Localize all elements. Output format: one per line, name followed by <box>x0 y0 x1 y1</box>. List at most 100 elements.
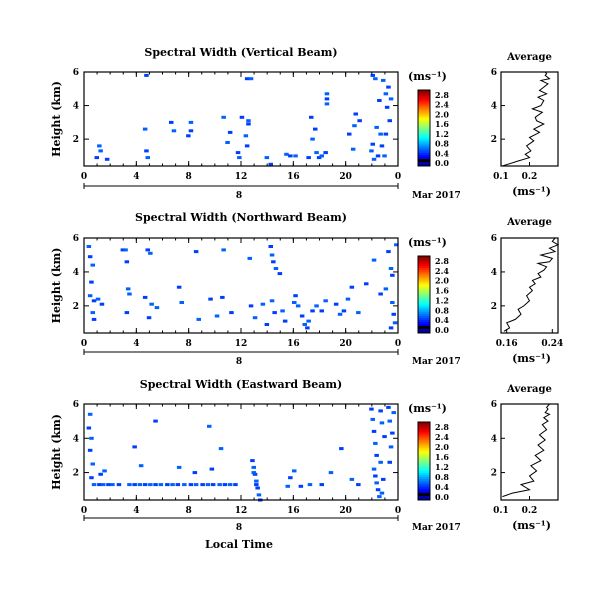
heatmap-cell <box>220 295 225 299</box>
heatmap-cell <box>87 412 93 416</box>
colorbar-segment <box>418 486 430 489</box>
heatmap-cell <box>381 477 386 481</box>
heatmap-cell <box>324 97 330 101</box>
heatmap-cell <box>364 282 369 286</box>
heatmap-cell <box>387 460 392 464</box>
colorbar-frame <box>417 255 431 334</box>
heatmap-cell <box>142 483 148 487</box>
colorbar-tick-label: 0.4 <box>435 482 449 492</box>
heatmap-cell <box>293 294 298 298</box>
heatmap-cell <box>390 301 395 304</box>
average-profile: Average 2 4 6 0.16 0.24 (ms⁻¹) <box>491 217 564 365</box>
heatmap-cell <box>292 469 297 473</box>
heatmap-cell <box>196 317 201 321</box>
heatmap-cell <box>97 144 102 148</box>
colorbar-segment <box>418 311 430 315</box>
heatmap-cell <box>349 477 355 481</box>
colorbar-tick-label: 0.8 <box>435 139 449 149</box>
colorbar-tick-label: 2.0 <box>435 109 449 119</box>
heatmap-cell <box>205 483 211 487</box>
heatmap-cell <box>120 248 126 252</box>
colorbar-segment <box>418 304 430 307</box>
colorbar-tick-label: 2.8 <box>435 256 449 266</box>
heatmap-cell <box>350 147 356 151</box>
colorbar-segment <box>418 498 430 501</box>
heatmap-cell <box>383 287 389 291</box>
heatmap-cell <box>91 299 97 303</box>
colorbar-tick-label: 0.8 <box>435 472 449 482</box>
colorbar-segment <box>418 282 430 286</box>
heatmap-cell <box>374 125 379 129</box>
heatmap-cell <box>248 304 254 308</box>
average-line <box>502 403 551 498</box>
heatmap-cell <box>146 316 152 320</box>
heatmap-cell <box>288 154 293 158</box>
colorbar-segment <box>418 107 430 110</box>
colorbar-segment <box>418 331 430 334</box>
colorbar-segment <box>418 148 430 152</box>
colorbar-segment <box>418 263 430 267</box>
average-x-tick-label: 0.2 <box>522 172 538 182</box>
heatmap-cell <box>252 472 258 476</box>
heatmap-cell <box>89 280 94 284</box>
heatmap-cell <box>314 304 319 308</box>
heatmap-cell <box>299 314 305 318</box>
heatmap-cell <box>386 405 391 409</box>
colorbar-unit: (ms⁻¹) <box>408 402 447 415</box>
heatmap-cell <box>90 462 95 466</box>
y-tick-label: 4 <box>73 434 79 444</box>
average-y-tick-label: 4 <box>491 102 497 112</box>
heatmap-cell <box>373 474 378 478</box>
heatmap-cell <box>353 112 358 116</box>
colorbar-segment <box>418 466 430 470</box>
heatmap-cell <box>370 417 375 421</box>
colorbar-tick-label: 2.8 <box>435 422 449 432</box>
average-x-tick-label: 0.1 <box>493 172 509 182</box>
y-tick-label: 2 <box>73 469 79 479</box>
heatmap-cell <box>387 119 392 123</box>
heatmap-cell <box>221 115 226 119</box>
heatmap-cell <box>386 85 391 89</box>
colorbar-segment <box>418 459 430 462</box>
colorbar-segment <box>418 150 430 154</box>
panel-3: Spectral Width (Eastward Beam) Height (km… <box>50 378 559 551</box>
x-tick-label: 0 <box>81 339 87 349</box>
colorbar-segment <box>418 449 430 452</box>
heatmap-cell <box>339 447 344 451</box>
average-x-axis-label: (ms⁻¹) <box>512 519 551 532</box>
colorbar-segment <box>418 292 430 295</box>
x-axis-label: Local Time <box>205 538 273 551</box>
heatmap-cell <box>268 245 273 248</box>
colorbar-segment <box>418 496 430 499</box>
colorbar-segment <box>418 313 430 317</box>
colorbar-segment <box>418 99 430 102</box>
colorbar-tick-label: 1.6 <box>435 452 449 462</box>
heatmap-cell <box>271 260 276 264</box>
heatmap-cell <box>229 311 234 315</box>
colorbar-floor-mark <box>418 326 430 329</box>
x-tick-label: 0 <box>395 339 401 349</box>
average-frame <box>500 403 559 501</box>
colorbar-segment <box>418 101 430 104</box>
heatmap-cell <box>175 483 181 487</box>
plot-frame <box>83 237 399 334</box>
heatmap-cell <box>268 162 273 166</box>
colorbar-segment <box>418 470 430 474</box>
heatmap-cell <box>104 157 110 161</box>
heatmap-cell <box>227 483 233 487</box>
heatmap-cell <box>352 124 357 128</box>
heatmap-cell <box>124 260 130 264</box>
colorbar-floor-mark <box>418 159 430 162</box>
panel-title: Spectral Width (Vertical Beam) <box>144 46 337 59</box>
colorbar-segment <box>418 128 430 131</box>
colorbar-segment <box>418 277 430 280</box>
colorbar: (ms⁻¹) 0.00.40.81.21.62.02.42.8 <box>408 236 449 335</box>
colorbar-segment <box>418 488 430 491</box>
colorbar-segment <box>418 476 430 479</box>
colorbar-segment <box>418 425 430 429</box>
x-tick-label: 8 <box>186 339 192 349</box>
heatmap-cell <box>323 151 328 155</box>
average-y-tick-label: 2 <box>491 469 497 479</box>
heatmap-cell <box>264 156 270 160</box>
heatmap-cell <box>382 154 387 158</box>
